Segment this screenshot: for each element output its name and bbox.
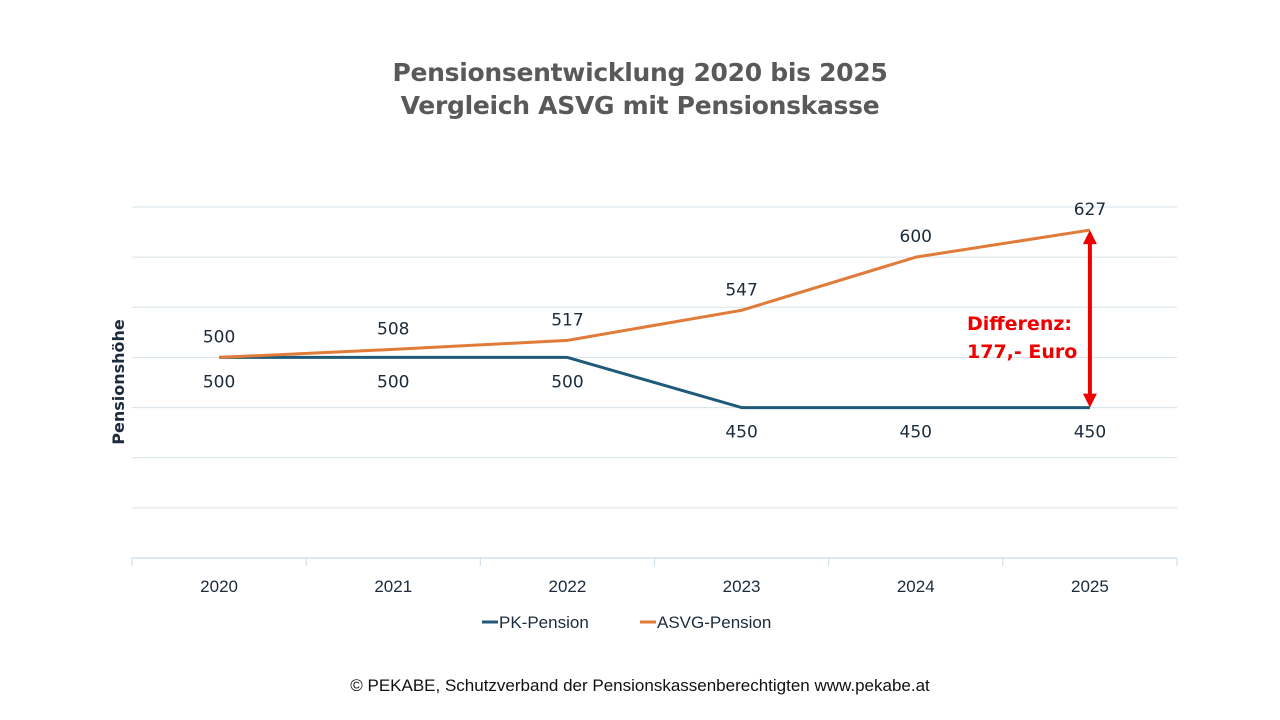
x-tick-label: 2022 bbox=[549, 577, 587, 596]
legend: PK-Pension ASVG-Pension bbox=[482, 613, 771, 632]
x-tick-label: 2024 bbox=[897, 577, 935, 596]
legend-label: ASVG-Pension bbox=[657, 613, 771, 632]
x-axis: 2020 2021 2022 2023 2024 2025 bbox=[131, 557, 1178, 596]
data-label: 500 bbox=[203, 327, 235, 347]
data-label: 627 bbox=[1074, 200, 1106, 220]
series-line-pk-pension bbox=[219, 355, 1090, 410]
chart-title-line-2: Vergleich ASVG mit Pensionskasse bbox=[400, 91, 880, 120]
legend-label: PK-Pension bbox=[499, 613, 589, 632]
data-label: 547 bbox=[725, 280, 757, 300]
difference-label: Differenz: bbox=[967, 313, 1072, 335]
data-label: 450 bbox=[1074, 423, 1106, 443]
data-label: 500 bbox=[551, 372, 583, 392]
difference-arrow-head-top bbox=[1082, 230, 1097, 245]
difference-arrow-head-bottom bbox=[1082, 393, 1097, 408]
x-tick-label: 2021 bbox=[374, 577, 412, 596]
difference-annotation: Differenz: 177,- Euro bbox=[967, 230, 1097, 408]
data-label: 500 bbox=[377, 372, 409, 392]
data-labels: 500 500 500 450 450 450 500 508 517 547 600 627 bbox=[203, 200, 1106, 443]
difference-label: 177,- Euro bbox=[967, 341, 1077, 363]
footer-credit: © PEKABE, Schutzverband der Pensionskass… bbox=[350, 676, 930, 695]
x-tick-label: 2023 bbox=[723, 577, 761, 596]
series-lines bbox=[219, 228, 1091, 410]
x-tick-label: 2025 bbox=[1071, 577, 1109, 596]
data-label: 450 bbox=[900, 423, 932, 443]
data-label: 517 bbox=[551, 310, 583, 330]
x-tick-label: 2020 bbox=[200, 577, 238, 596]
data-label: 500 bbox=[203, 372, 235, 392]
data-label: 600 bbox=[900, 227, 932, 247]
data-label: 508 bbox=[377, 319, 409, 339]
chart-title: Pensionsentwicklung 2020 bis 2025 Vergle… bbox=[0, 56, 1280, 122]
chart-title-line-1: Pensionsentwicklung 2020 bis 2025 bbox=[392, 58, 888, 87]
data-label: 450 bbox=[725, 423, 757, 443]
series-line-asvg-pension bbox=[219, 228, 1091, 359]
y-axis-label: Pensionshöhe bbox=[109, 319, 128, 445]
